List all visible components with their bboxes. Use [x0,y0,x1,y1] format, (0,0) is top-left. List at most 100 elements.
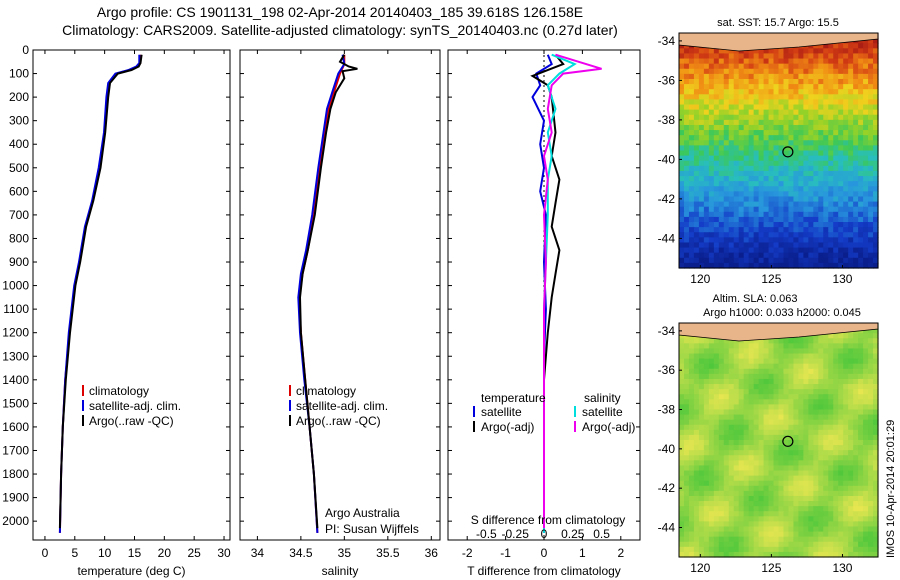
map-cell [873,43,879,49]
map-cell [713,394,720,400]
map-cell [748,262,755,269]
map-cell [863,94,869,101]
map-cell [793,150,799,157]
map-cell [688,440,695,446]
map-cell [683,465,690,472]
map-cell [773,358,780,365]
map-cell [843,363,849,370]
map-cell [738,378,745,385]
map-cell [743,399,750,405]
map-cell [758,490,765,497]
map-cell [838,89,844,95]
map-cell [838,424,844,431]
map-cell [863,78,869,85]
map-cell [698,348,705,355]
map-cell [833,551,839,558]
map-cell [828,145,834,152]
map-cell [748,135,755,141]
map-cell [708,63,715,70]
map-cell [738,506,745,512]
map-cell [763,475,770,482]
map-cell [823,140,829,146]
map-cell [773,170,780,177]
map-cell [753,531,760,538]
map-cell [863,252,869,259]
map-cell [843,536,849,543]
map-cell [833,130,839,136]
map-cell [828,99,834,106]
map-cell [733,521,740,528]
map-cell [728,232,735,238]
map-cell [708,470,715,477]
map-cell [778,531,785,538]
map-cell [823,252,829,259]
map-cell [813,262,819,269]
map-cell [748,78,755,85]
map-cell [803,399,809,405]
map-cell [828,130,834,136]
map-cell [853,384,859,390]
map-cell [733,201,740,208]
map-cell [823,119,829,126]
map-cell [793,434,799,441]
map-cell [853,429,859,436]
map-cell [823,475,829,482]
map-cell [783,399,790,405]
map-cell [693,227,700,233]
map-cell [743,119,750,126]
map-cell [723,222,730,228]
map-cell [818,358,824,365]
map-cell [728,475,735,482]
map-cell [838,495,844,502]
map-cell [848,480,854,487]
map-cell [828,450,834,456]
map-cell [758,232,765,238]
map-cell [693,485,700,492]
map-cell [698,109,705,116]
map-x-tick-label: 120 [690,561,710,575]
map-cell [838,358,844,365]
map-cell [763,257,770,264]
map-cell [743,440,750,446]
map-cell [723,135,730,141]
map-cell [718,63,725,70]
map-cell [838,181,844,187]
map-cell [788,232,795,238]
map-cell [708,89,715,95]
map-cell [833,73,839,80]
map-cell [833,455,839,461]
map-cell [788,257,795,264]
map-cell [733,48,740,55]
map-cell [778,475,785,482]
map-cell [773,257,780,264]
map-cell [763,546,770,553]
map-cell [858,506,864,512]
map-cell [858,232,864,238]
s-tick-label: 0.5 [593,527,610,541]
map-cell [813,119,819,126]
map-cell [803,196,809,203]
map-cell [679,227,685,233]
map-cell [693,257,700,264]
map-cell [788,68,795,75]
map-cell [713,211,720,218]
y-tick-label: 1600 [2,420,29,434]
map-cell [748,358,755,365]
map-cell [863,353,869,360]
map-cell [868,119,874,126]
map-cell [723,429,730,436]
map-cell [848,511,854,517]
map-cell [843,455,849,461]
map-cell [713,353,720,360]
map-cell [713,63,720,70]
map-cell [788,227,795,233]
map-cell [823,114,829,121]
map-cell [833,546,839,553]
map-cell [738,145,745,152]
map-cell [763,384,770,390]
map-cell [723,434,730,441]
map-cell [828,440,834,446]
map-cell [848,124,854,131]
map-cell [683,135,690,141]
map-cell [768,211,775,218]
